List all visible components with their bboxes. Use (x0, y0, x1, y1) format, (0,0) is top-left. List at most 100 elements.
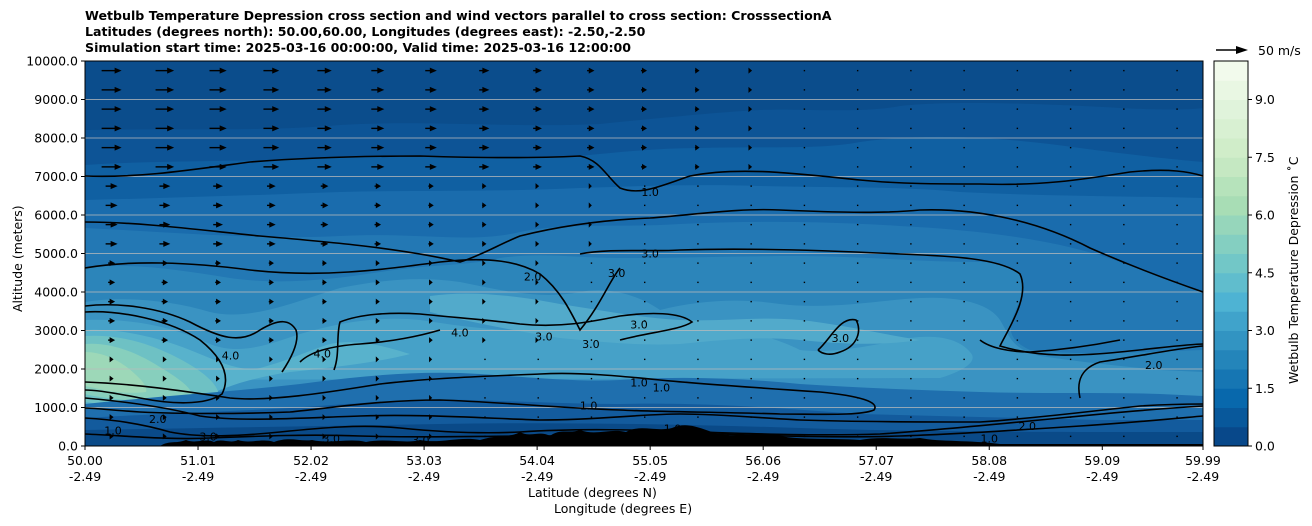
wind-vector-head (429, 337, 433, 344)
wind-vector-head (375, 202, 382, 209)
x-tick-label-lat: 59.99 (1185, 453, 1221, 468)
wind-vector (856, 435, 859, 438)
wind-vector (1069, 146, 1072, 149)
wind-vector-head (109, 337, 116, 344)
wind-vector-head (429, 414, 433, 421)
wind-vector (1069, 223, 1072, 226)
wind-vector (1123, 377, 1125, 380)
wind-vector (697, 281, 699, 284)
colorbar-segment (1214, 234, 1248, 254)
x-tick-label-lon: -2.49 (747, 469, 779, 484)
wind-vector-head (375, 221, 382, 228)
wind-vector-head (322, 356, 326, 363)
wind-vector (910, 243, 912, 245)
wind-vector (963, 146, 965, 149)
wind-vector-head (269, 337, 274, 344)
wind-vector-head (375, 337, 380, 344)
wind-vector (803, 377, 806, 380)
chart-title-line-2: Latitudes (degrees north): 50.00,60.00, … (85, 24, 646, 39)
wind-vector-head (110, 221, 118, 228)
wind-vector (1016, 127, 1019, 130)
wind-vector-head (324, 144, 332, 151)
wind-vector-head (482, 221, 487, 228)
wind-vector (1069, 243, 1072, 245)
wind-vector (590, 358, 593, 361)
wind-vector-head (375, 375, 380, 382)
x-tick-label-lon: -2.49 (860, 469, 892, 484)
wind-vector (1123, 146, 1125, 149)
wind-vector (803, 243, 806, 245)
terrain (85, 425, 1203, 446)
wind-vector (644, 358, 646, 361)
wind-vector (1176, 108, 1178, 110)
wind-vector (1176, 416, 1178, 418)
x-tick-label-lat: 58.08 (971, 453, 1007, 468)
wind-vector (1016, 204, 1019, 207)
wind-vector-head (269, 298, 274, 305)
wind-vector-head (269, 279, 274, 286)
wind-vector (644, 223, 646, 226)
wind-vector (910, 358, 912, 361)
wind-vector-head (219, 125, 227, 132)
wind-vector (803, 435, 806, 438)
wind-vector-head (535, 260, 539, 267)
wind-vector (803, 89, 806, 91)
wind-vector (910, 166, 912, 168)
wind-vector (803, 300, 806, 303)
x-tick-label-lat: 54.04 (519, 453, 555, 468)
wind-vector-head (110, 202, 118, 209)
wind-vector (803, 166, 806, 168)
wind-vector (1016, 281, 1019, 284)
wind-vector (963, 358, 965, 361)
wind-vector (1016, 69, 1019, 72)
wind-vector (856, 416, 859, 418)
wind-vector-head (375, 279, 380, 286)
wind-vector (750, 281, 752, 284)
wind-vector-head (272, 125, 280, 132)
colorbar-tick-label: 1.5 (1255, 381, 1275, 396)
wind-vector (1123, 127, 1125, 130)
y-tick-label: 6000.0 (34, 208, 78, 223)
wind-vector-head (748, 86, 753, 93)
y-tick-label: 4000.0 (34, 285, 78, 300)
contour-label: 3.0 (582, 338, 600, 351)
wind-vector (856, 281, 859, 284)
wind-vectors (101, 67, 1178, 440)
wind-vector-head (167, 163, 175, 170)
wind-vector-head (429, 433, 433, 440)
wind-vector (697, 185, 699, 187)
colorbar-segment (1214, 138, 1248, 158)
wind-vector (644, 339, 646, 341)
wind-vector (856, 127, 859, 130)
wind-vector-head (216, 260, 221, 267)
wind-vector (1016, 435, 1019, 438)
wind-vector-head (114, 163, 122, 170)
wind-vector-head (482, 106, 490, 113)
wind-vector (1176, 166, 1178, 168)
colorbar-segment (1214, 388, 1248, 408)
wind-vector-head (535, 86, 542, 93)
wind-vector-head (162, 356, 167, 363)
contour-3-0-a (579, 248, 1203, 356)
wind-vector-head (695, 144, 700, 151)
wind-vector (1069, 435, 1072, 438)
wind-vector-head (162, 260, 169, 267)
wind-vector-head (375, 240, 382, 247)
wind-vector (750, 262, 752, 264)
wind-vector-head (110, 183, 118, 190)
wind-vector-head (322, 317, 327, 324)
wind-vector (856, 397, 859, 399)
wind-vector (910, 435, 912, 438)
wind-vector-head (695, 67, 700, 74)
wind-vector (644, 397, 646, 399)
wind-vector-head (269, 240, 276, 247)
contour-label: 1.0 (630, 376, 648, 389)
wind-vector-head (216, 279, 221, 286)
wind-vector (910, 397, 912, 399)
y-tick-label: 2000.0 (34, 362, 78, 377)
x-tick-label-lon: -2.49 (521, 469, 553, 484)
wind-vector-head (219, 86, 227, 93)
y-tick-label: 3000.0 (34, 323, 78, 338)
wind-vector (803, 339, 806, 341)
wind-vector-head (642, 144, 647, 151)
